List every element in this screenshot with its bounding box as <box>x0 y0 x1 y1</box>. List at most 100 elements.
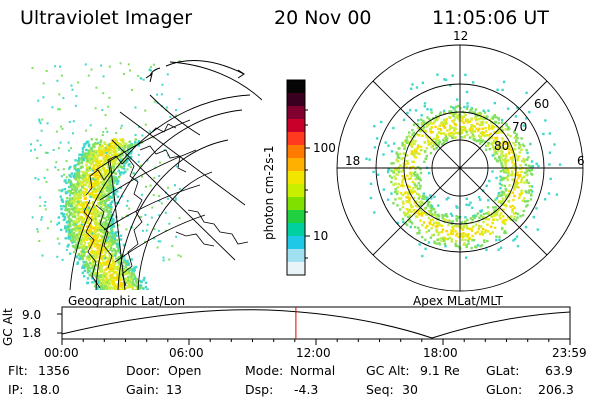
aurora-pixel <box>77 237 80 240</box>
aurora-pixel <box>483 240 486 243</box>
aurora-pixel <box>128 140 131 143</box>
aurora-pixel <box>372 170 375 174</box>
aurora-pixel <box>54 65 57 68</box>
aurora-pixel <box>555 193 559 196</box>
aurora-pixel <box>104 205 107 209</box>
aurora-pixel <box>50 220 53 223</box>
aurora-pixel <box>107 212 110 215</box>
aurora-pixel <box>92 273 95 277</box>
aurora-pixel <box>135 280 138 284</box>
aurora-pixel <box>513 206 516 209</box>
aurora-pixel <box>90 146 93 150</box>
aurora-pixel <box>430 197 433 200</box>
aurora-pixel <box>98 243 101 247</box>
aurora-pixel <box>73 225 76 229</box>
aurora-pixel <box>494 212 497 215</box>
aurora-pixel <box>69 180 72 183</box>
aurora-pixel <box>97 226 101 230</box>
aurora-pixel <box>95 195 98 199</box>
polar-plot <box>336 44 584 292</box>
aurora-pixel <box>83 197 87 200</box>
lat-lon-grid <box>69 61 262 290</box>
aurora-pixel <box>414 156 418 159</box>
aurora-pixel <box>144 213 147 216</box>
aurora-pixel <box>94 271 98 275</box>
aurora-pixel <box>480 230 484 233</box>
aurora-pixel <box>108 195 112 198</box>
aurora-pixel <box>81 223 84 226</box>
aurora-pixel <box>100 223 103 226</box>
aurora-pixel <box>73 220 76 223</box>
aurora-pixel <box>83 241 87 244</box>
aurora-pixel <box>489 225 493 228</box>
aurora-pixel <box>108 209 111 213</box>
aurora-pixel <box>81 150 85 153</box>
aurora-pixel <box>79 193 83 196</box>
aurora-pixel <box>442 132 446 135</box>
aurora-pixel <box>102 203 105 207</box>
aurora-pixel <box>453 118 456 121</box>
ip-value: 18.0 <box>32 382 60 397</box>
aurora-pixel <box>145 229 148 232</box>
aurora-pixel <box>444 135 448 138</box>
aurora-pixel <box>110 208 113 211</box>
aurora-pixel <box>88 158 91 162</box>
aurora-pixel <box>126 154 129 158</box>
aurora-pixel <box>463 136 466 139</box>
geographic-label: Geographic Lat/Lon <box>68 294 186 308</box>
aurora-pixel <box>65 181 68 185</box>
aurora-pixel <box>438 140 442 143</box>
aurora-pixel <box>422 119 425 123</box>
aurora-pixel <box>90 256 93 259</box>
aurora-pixel <box>64 237 67 240</box>
aurora-pixel <box>92 236 95 239</box>
aurora-pixel <box>483 140 487 143</box>
aurora-pixel <box>440 230 443 234</box>
aurora-pixel <box>131 89 134 91</box>
aurora-pixel <box>90 157 93 160</box>
aurora-pixel <box>465 256 468 259</box>
aurora-pixel <box>104 233 107 237</box>
aurora-pixel <box>480 132 484 136</box>
aurora-pixel <box>107 259 110 263</box>
aurora-pixel <box>84 152 87 155</box>
dsp-label: Dsp: <box>245 382 274 397</box>
aurora-pixel <box>484 134 487 138</box>
aurora-pixel <box>431 117 435 120</box>
aurora-pixel <box>433 137 436 140</box>
aurora-pixel <box>107 237 110 240</box>
aurora-pixel <box>475 113 478 116</box>
aurora-pixel <box>114 163 117 166</box>
aurora-pixel <box>92 194 95 197</box>
aurora-pixel <box>529 198 533 201</box>
aurora-pixel <box>105 148 108 152</box>
aurora-pixel <box>88 167 91 170</box>
aurora-pixel <box>440 239 443 242</box>
aurora-pixel <box>473 214 477 217</box>
aurora-pixel <box>113 138 116 141</box>
aurora-pixel <box>394 177 397 180</box>
aurora-pixel <box>375 137 379 140</box>
aurora-pixel <box>78 183 81 187</box>
aurora-pixel <box>406 174 409 177</box>
aurora-pixel <box>116 195 120 198</box>
aurora-pixel <box>107 171 111 174</box>
aurora-pixel <box>97 259 100 263</box>
aurora-pixel <box>525 174 528 177</box>
aurora-pixel <box>82 264 85 267</box>
aurora-pixel <box>67 243 70 247</box>
aurora-pixel <box>115 250 118 253</box>
aurora-pixel <box>121 144 125 148</box>
aurora-pixel <box>76 169 79 172</box>
aurora-pixel <box>368 158 371 161</box>
aurora-pixel <box>97 239 100 243</box>
aurora-pixel <box>84 201 88 204</box>
aurora-pixel <box>127 145 130 148</box>
aurora-pixel <box>91 154 94 157</box>
aurora-pixel <box>116 239 119 242</box>
aurora-pixel <box>106 150 110 154</box>
aurora-pixel <box>79 188 82 192</box>
aurora-pixel <box>467 237 471 240</box>
aurora-pixel <box>490 143 494 146</box>
aurora-pixel <box>118 251 121 254</box>
